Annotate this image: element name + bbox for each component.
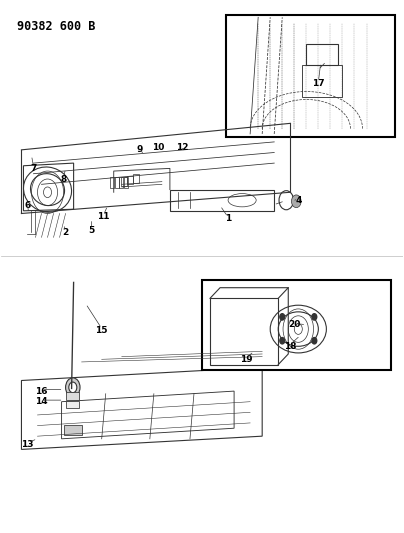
Text: 20: 20 xyxy=(288,320,301,329)
Text: 18: 18 xyxy=(284,342,297,351)
Circle shape xyxy=(291,195,301,208)
Text: 7: 7 xyxy=(30,164,37,173)
Bar xyxy=(114,177,118,188)
Text: 9: 9 xyxy=(137,146,143,155)
Bar xyxy=(210,298,278,365)
Circle shape xyxy=(312,337,317,344)
Text: 4: 4 xyxy=(295,196,301,205)
Circle shape xyxy=(312,314,317,320)
Text: 17: 17 xyxy=(312,79,325,88)
Bar xyxy=(170,190,274,211)
Text: 90382 600 B: 90382 600 B xyxy=(17,20,96,33)
Circle shape xyxy=(65,378,80,397)
Text: 8: 8 xyxy=(61,174,67,183)
Bar xyxy=(66,392,79,400)
Bar xyxy=(63,425,82,434)
Text: 13: 13 xyxy=(21,440,34,449)
Bar xyxy=(126,176,133,184)
Bar xyxy=(120,177,127,186)
Bar xyxy=(66,401,79,408)
Bar xyxy=(226,14,395,136)
Bar xyxy=(202,280,391,370)
Bar xyxy=(306,44,339,65)
Text: 19: 19 xyxy=(240,355,252,364)
Bar xyxy=(110,177,114,188)
Text: 14: 14 xyxy=(35,397,48,406)
Text: 16: 16 xyxy=(35,386,48,395)
Bar xyxy=(302,65,343,97)
Text: 10: 10 xyxy=(152,143,164,152)
Text: 5: 5 xyxy=(88,226,95,235)
Bar xyxy=(119,177,123,188)
Bar xyxy=(124,177,128,188)
Circle shape xyxy=(69,382,77,393)
Circle shape xyxy=(280,337,285,344)
Text: 12: 12 xyxy=(176,143,188,152)
Bar xyxy=(133,174,139,183)
Text: 1: 1 xyxy=(225,214,231,223)
Text: 2: 2 xyxy=(63,228,69,237)
Circle shape xyxy=(280,314,285,320)
Text: 15: 15 xyxy=(95,326,108,335)
Text: 11: 11 xyxy=(97,212,110,221)
Text: 6: 6 xyxy=(24,201,31,210)
